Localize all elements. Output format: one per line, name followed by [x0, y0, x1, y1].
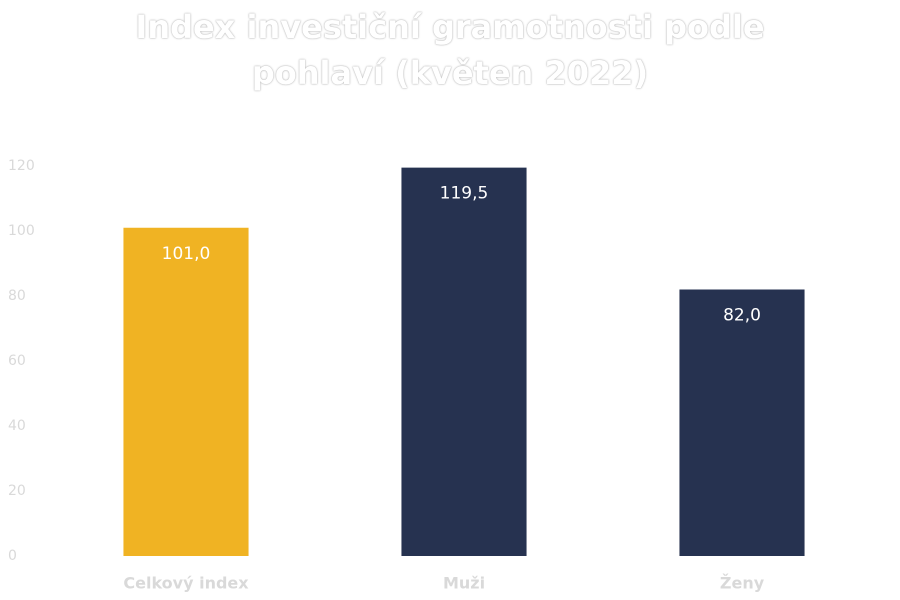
y-tick-label: 120	[8, 158, 35, 174]
bar	[123, 227, 249, 556]
y-tick-label: 60	[8, 353, 26, 369]
y-tick-label: 100	[8, 223, 35, 239]
chart-title: Index investiční gramotnosti podle pohla…	[135, 8, 765, 92]
x-tick-label: Celkový index	[123, 574, 249, 593]
bar	[679, 289, 805, 556]
value-label: 119,5	[440, 184, 489, 204]
value-label: 82,0	[723, 306, 761, 326]
bar	[401, 167, 527, 556]
value-label: 101,0	[162, 244, 211, 264]
x-tick-label: Ženy	[720, 574, 765, 593]
y-tick-label: 20	[8, 483, 26, 499]
y-tick-label: 40	[8, 418, 26, 434]
y-tick-label: 0	[8, 548, 17, 564]
y-tick-label: 80	[8, 288, 26, 304]
x-tick-label: Muži	[443, 574, 485, 593]
